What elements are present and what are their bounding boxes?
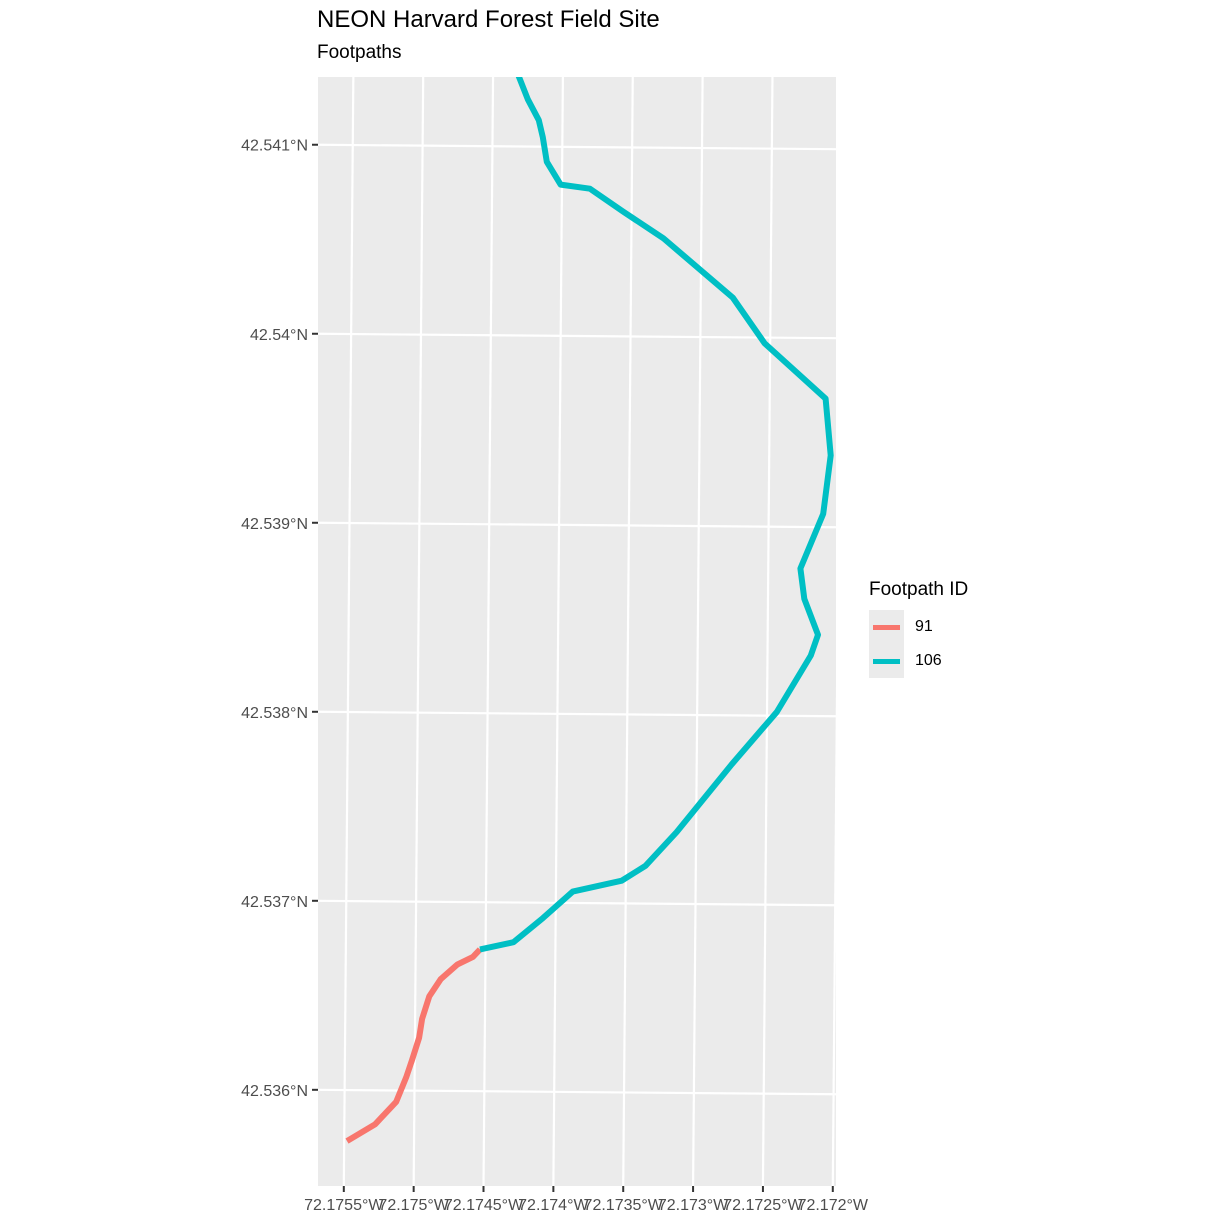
axes: 42.536°N 42.537°N 42.538°N 42.539°N 42.54°N 4…	[241, 138, 869, 1214]
chart-title: NEON Harvard Forest Field Site	[317, 6, 660, 33]
y-tick-label: 42.541°N	[241, 138, 308, 155]
plot-panel	[318, 77, 836, 1186]
x-tick-label: 72.1735°W	[584, 1197, 664, 1214]
x-tick-label: 72.174°W	[518, 1197, 589, 1214]
grid-parallel	[318, 143, 836, 151]
y-tick-label: 42.539°N	[241, 516, 308, 533]
legend-swatch-91	[873, 625, 900, 630]
legend-key-91	[869, 610, 904, 644]
footpath-lines	[345, 77, 834, 1144]
x-tick-label: 72.1755°W	[304, 1197, 384, 1214]
legend-label-91: 91	[915, 618, 933, 635]
x-tick-label: 72.1745°W	[444, 1197, 524, 1214]
legend-title: Footpath ID	[869, 579, 969, 600]
x-tick-label: 72.1725°W	[723, 1197, 803, 1214]
y-tick-label: 42.54°N	[250, 327, 308, 344]
grid-meridian	[691, 77, 704, 1186]
grid-meridian	[482, 77, 495, 1186]
grid-parallel	[318, 332, 836, 340]
legend-key-106	[869, 644, 904, 678]
grid-parallel	[318, 899, 836, 907]
grid-lines	[318, 77, 836, 1186]
grid-meridian	[831, 684, 836, 1186]
footpath-106	[479, 77, 834, 953]
y-tick-label: 42.537°N	[241, 894, 308, 911]
legend: Footpath ID 91 106	[869, 579, 968, 678]
chart-subtitle: Footpaths	[317, 42, 402, 63]
y-tick-label: 42.538°N	[241, 705, 308, 722]
grid-parallel	[318, 710, 836, 718]
legend-item-91: 91	[869, 610, 968, 644]
y-tick-label: 42.536°N	[241, 1083, 308, 1100]
x-tick-label: 72.175°W	[378, 1197, 449, 1214]
legend-swatch-106	[873, 659, 900, 664]
legend-label-106: 106	[915, 652, 942, 669]
grid-parallel	[318, 521, 836, 529]
x-tick-label: 72.172°W	[798, 1197, 869, 1214]
grid-meridian	[761, 77, 774, 1186]
grid-meridian	[412, 77, 425, 1186]
x-tick-label: 72.173°W	[658, 1197, 729, 1214]
grid-meridian	[342, 77, 355, 1186]
grid-meridian	[552, 77, 565, 1186]
footpath-91	[345, 947, 483, 1144]
grid-parallel	[318, 1088, 836, 1096]
legend-item-106: 106	[869, 644, 968, 678]
